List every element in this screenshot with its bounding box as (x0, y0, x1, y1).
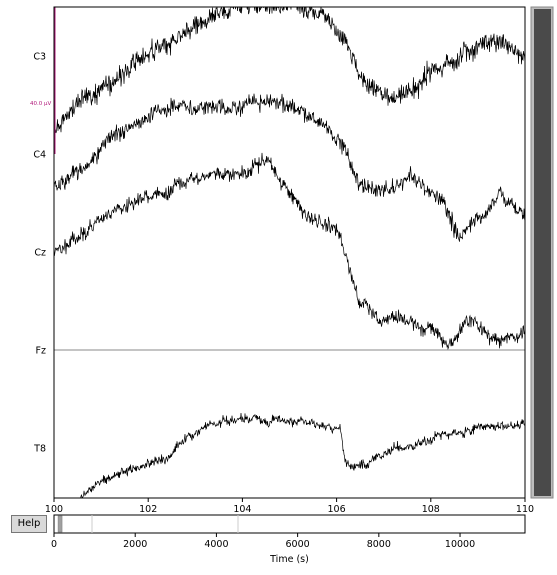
overview-tick-label: 8000 (367, 539, 391, 550)
trace-t8[interactable] (78, 412, 525, 504)
overview-tick-label: 2000 (123, 539, 147, 550)
plot-frame (53, 6, 526, 499)
time-overview-bar[interactable] (53, 514, 526, 534)
scale-bar-label: 40.0 µV (30, 101, 51, 107)
time-tick-label: 104 (233, 504, 251, 515)
time-axis: 100 102 104 106 108 110 (45, 498, 534, 515)
channel-label-t8[interactable]: T8 (33, 444, 46, 455)
channel-labels: C3 C4 Cz Fz T8 (33, 52, 46, 455)
overview-tick-label: 6000 (286, 539, 310, 550)
trace-plot-area (54, 7, 525, 498)
channel-scrollbar-thumb[interactable] (534, 9, 551, 496)
trace-c4[interactable] (54, 93, 525, 242)
overview-time-axis: 0 2000 4000 6000 8000 10000 (51, 533, 475, 550)
channel-label-c4[interactable]: C4 (33, 150, 46, 161)
channel-label-cz[interactable]: Cz (34, 248, 46, 259)
overview-tick-label: 4000 (204, 539, 228, 550)
time-tick-label: 100 (45, 504, 63, 515)
time-tick-label: 102 (139, 504, 157, 515)
overview-xlabel: Time (s) (269, 554, 309, 565)
trace-cz[interactable] (54, 152, 525, 351)
time-tick-label: 106 (328, 504, 346, 515)
overview-tick-label: 10000 (445, 539, 475, 550)
channel-label-fz[interactable]: Fz (36, 346, 46, 357)
time-tick-label: 108 (422, 504, 440, 515)
help-button[interactable]: Help (11, 515, 47, 533)
overview-view-window[interactable] (57, 515, 63, 533)
trace-c3[interactable] (54, 0, 525, 135)
overview-tick-label: 0 (51, 539, 57, 550)
eeg-traces (54, 0, 525, 504)
time-tick-label: 110 (516, 504, 534, 515)
channel-label-c3[interactable]: C3 (33, 52, 46, 63)
